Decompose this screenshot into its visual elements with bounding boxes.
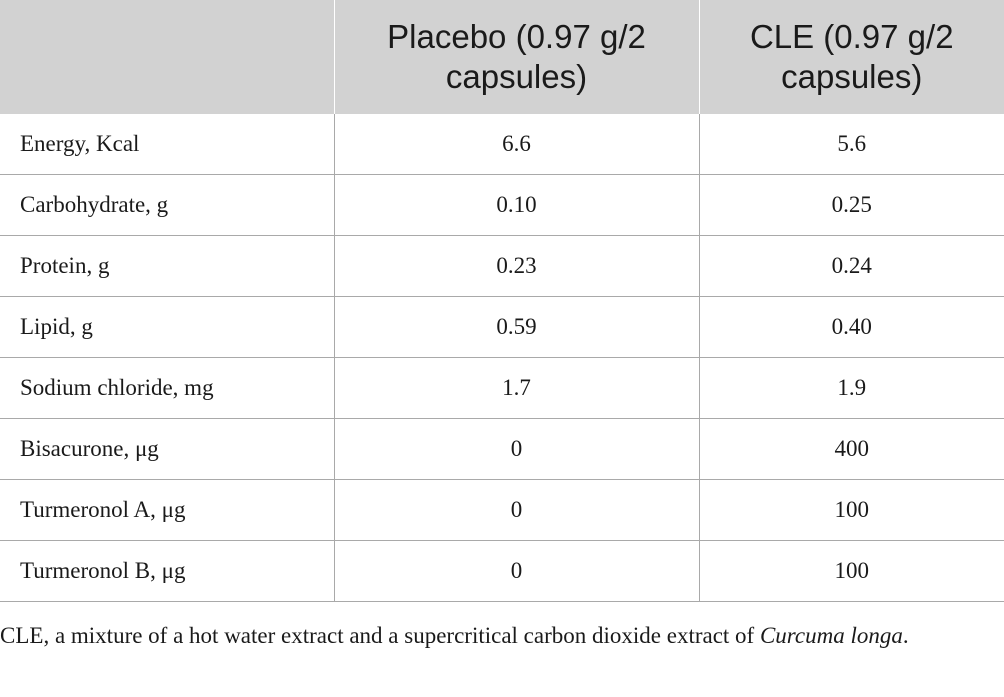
row-label: Turmeronol A, μg: [0, 479, 334, 541]
row-label: Carbohydrate, g: [0, 174, 334, 236]
cle-value: 100: [698, 540, 1004, 602]
placebo-value: 0.10: [333, 174, 699, 236]
placebo-value: 6.6: [333, 114, 699, 175]
placebo-value: 0.23: [333, 235, 699, 297]
table-row: Energy, Kcal 6.6 5.6: [0, 114, 1004, 175]
header-placebo: Placebo (0.97 g/2 capsules): [333, 0, 699, 114]
table-row: Protein, g 0.23 0.24: [0, 235, 1004, 297]
table-header: Placebo (0.97 g/2 capsules) CLE (0.97 g/…: [0, 0, 1004, 114]
composition-table: Placebo (0.97 g/2 capsules) CLE (0.97 g/…: [0, 0, 1004, 602]
row-label: Sodium chloride, mg: [0, 357, 334, 419]
footnote-end: .: [902, 623, 909, 648]
header-cle: CLE (0.97 g/2 capsules): [698, 0, 1004, 114]
cle-value: 0.24: [698, 235, 1004, 297]
row-label: Energy, Kcal: [20, 131, 140, 156]
row-label: Turmeronol B, μg: [0, 540, 334, 602]
cle-value: 1.9: [698, 357, 1004, 419]
table-row: Lipid, g 0.59 0.40: [0, 296, 1004, 358]
cle-value: 400: [698, 418, 1004, 480]
placebo-value: 1.7: [333, 357, 699, 419]
table-footnote: CLE, a mixture of a hot water extract an…: [0, 620, 1000, 652]
cle-value: 5.6: [698, 114, 1004, 175]
row-label: Lipid, g: [0, 296, 334, 358]
placebo-value: 0: [333, 540, 699, 602]
table-row: Carbohydrate, g 0.10 0.25: [0, 174, 1004, 236]
header-empty-cell: [0, 0, 334, 114]
cle-value: 100: [698, 479, 1004, 541]
table-body: Energy, Kcal 6.6 5.6 Carbohydrate, g 0.1…: [0, 114, 1004, 602]
footnote-species: Curcuma longa: [759, 623, 903, 648]
table-row: Sodium chloride, mg 1.7 1.9: [0, 357, 1004, 419]
table-row: Bisacurone, μg 0 400: [0, 418, 1004, 480]
table-row: Turmeronol B, μg 0 100: [0, 540, 1004, 602]
placebo-value: 0.59: [333, 296, 699, 358]
table-row: Turmeronol A, μg 0 100: [0, 479, 1004, 541]
row-label: Bisacurone, μg: [0, 418, 334, 480]
row-label: Protein, g: [0, 235, 334, 297]
footnote-text: CLE, a mixture of a hot water extract an…: [0, 623, 760, 648]
cle-value: 0.25: [698, 174, 1004, 236]
placebo-value: 0: [333, 479, 699, 541]
placebo-value: 0: [333, 418, 699, 480]
cle-value: 0.40: [698, 296, 1004, 358]
composition-table-container: Placebo (0.97 g/2 capsules) CLE (0.97 g/…: [0, 0, 1004, 602]
header-row: Placebo (0.97 g/2 capsules) CLE (0.97 g/…: [0, 0, 1004, 114]
